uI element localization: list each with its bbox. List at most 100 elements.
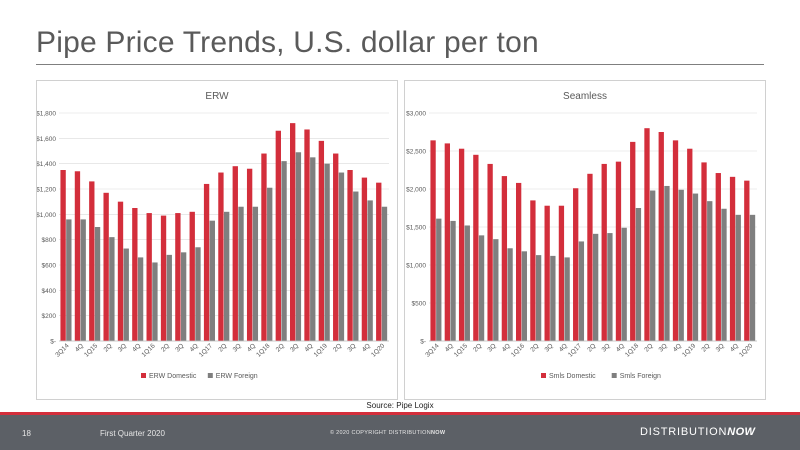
- erw-legend-swatch: [141, 373, 146, 378]
- seamless-x-tick-label: 2Q: [586, 342, 597, 353]
- seamless-y-tick-label: $500: [412, 301, 427, 308]
- seamless-bar-domestic: [501, 176, 508, 341]
- erw-bar-foreign: [152, 262, 158, 341]
- seamless-x-tick-label: 4Q: [615, 342, 626, 353]
- erw-bar-domestic: [103, 192, 109, 341]
- seamless-x-tick-label: 1Q15: [453, 342, 469, 358]
- erw-bar-foreign: [267, 187, 273, 341]
- seamless-chart-svg: Seamless $- $500 $1,000 $1,500 $2,000 $2,500 $3…: [406, 91, 757, 380]
- erw-bar-foreign: [123, 248, 129, 341]
- erw-bar-foreign: [180, 252, 187, 341]
- erw-bar-foreign: [295, 152, 302, 341]
- seamless-x-tick-label: 2Q: [529, 342, 540, 353]
- erw-y-tick-label: $1,800: [37, 111, 56, 118]
- erw-bar-domestic: [318, 140, 325, 341]
- erw-bar-foreign: [381, 206, 388, 341]
- seamless-bar-foreign: [493, 239, 499, 341]
- erw-x-tick-label: 2Q: [103, 342, 114, 353]
- erw-bar-domestic: [146, 213, 152, 341]
- seamless-bar-domestic: [729, 176, 736, 341]
- erw-x-tick-label: 2Q: [275, 342, 286, 353]
- seamless-x-tick-label: 3Q: [601, 342, 612, 353]
- erw-bar-foreign: [238, 206, 244, 341]
- erw-x-tick-label: 1Q18: [255, 342, 271, 358]
- seamless-bar-domestic: [544, 205, 550, 341]
- seamless-bar-domestic: [744, 180, 750, 341]
- seamless-x-tick-label: 4Q: [729, 342, 740, 353]
- erw-bar-foreign: [310, 157, 316, 341]
- erw-bar-foreign: [94, 227, 101, 341]
- erw-bar-domestic: [74, 171, 81, 341]
- seamless-bar-foreign: [578, 241, 585, 341]
- seamless-x-tick-label: 3Q14: [424, 342, 440, 358]
- erw-x-tick-label: 3Q: [346, 342, 357, 353]
- erw-y-tick-label: $600: [42, 263, 57, 270]
- erw-x-tick-label: 1Q20: [370, 342, 386, 358]
- erw-bar-domestic: [347, 170, 353, 341]
- erw-x-tick-label: 4Q: [189, 342, 200, 353]
- seamless-x-tick-label: 2Q: [700, 342, 711, 353]
- seamless-y-tick-label: $1,500: [406, 225, 426, 232]
- erw-x-tick-label: 3Q14: [54, 342, 70, 358]
- seamless-bar-domestic: [658, 132, 664, 341]
- erw-bar-foreign: [367, 200, 373, 341]
- erw-y-tick-label: $1,000: [37, 212, 56, 219]
- erw-x-tick-label: 4Q: [131, 342, 142, 353]
- seamless-bar-foreign: [436, 218, 442, 341]
- seamless-bar-domestic: [687, 148, 693, 341]
- erw-bar-foreign: [195, 247, 201, 341]
- erw-x-tick-label: 3Q: [232, 342, 243, 353]
- erw-x-tick-label: 3Q: [174, 342, 185, 353]
- seamless-bar-foreign: [664, 185, 670, 341]
- seamless-x-tick-label: 1Q20: [738, 342, 754, 358]
- erw-bar-foreign: [166, 254, 172, 341]
- seamless-bar-domestic: [573, 188, 579, 341]
- seamless-bar-foreign: [478, 235, 485, 341]
- seamless-x-tick-label: 3Q: [715, 342, 726, 353]
- seamless-x-tick-label: 3Q: [658, 342, 669, 353]
- erw-bar-foreign: [281, 161, 287, 341]
- seamless-bar-foreign: [535, 255, 542, 341]
- seamless-x-tick-label: 4Q: [444, 342, 455, 353]
- seamless-bar-domestic: [615, 161, 622, 341]
- seamless-bar-foreign: [521, 251, 527, 341]
- erw-bar-domestic: [261, 153, 267, 341]
- erw-y-tick-label: $1,400: [37, 161, 56, 168]
- seamless-bar-domestic: [644, 128, 650, 341]
- erw-chart-svg: ERW $- $200 $400 $600 $800 $1,000 $1,200 $1,400 $…: [37, 91, 389, 380]
- seamless-x-tick-label: 4Q: [501, 342, 512, 353]
- erw-x-tick-label: 4Q: [303, 342, 314, 353]
- seamless-x-tick-label: 1Q16: [510, 342, 526, 358]
- erw-bar-foreign: [80, 219, 86, 341]
- title-divider: [36, 64, 764, 65]
- erw-bar-domestic: [376, 182, 382, 341]
- erw-bar-domestic: [160, 215, 167, 341]
- erw-bar-domestic: [203, 183, 210, 341]
- seamless-bar-domestic: [601, 163, 607, 341]
- seamless-x-tick-label: 1Q17: [567, 342, 583, 358]
- erw-x-tick-label: 1Q19: [313, 342, 329, 358]
- erw-x-tick-label: 1Q16: [140, 342, 156, 358]
- seamless-bar-foreign: [735, 214, 741, 341]
- erw-y-tick-label: $1,600: [37, 136, 56, 143]
- seamless-bar-domestic: [630, 141, 636, 341]
- seamless-legend-swatch: [541, 373, 546, 378]
- seamless-legend-label: Smls Foreign: [620, 373, 661, 380]
- erw-bar-domestic: [218, 172, 224, 341]
- erw-bar-domestic: [333, 153, 339, 341]
- seamless-bar-foreign: [621, 227, 627, 341]
- seamless-bar-foreign: [607, 233, 613, 341]
- seamless-bar-foreign: [721, 208, 727, 341]
- erw-bar-domestic: [132, 208, 138, 341]
- erw-bar-domestic: [361, 177, 368, 341]
- erw-legend-swatch: [207, 373, 213, 378]
- seamless-bar-foreign: [707, 201, 713, 341]
- page-title: Pipe Price Trends, U.S. dollar per ton: [36, 26, 539, 59]
- seamless-bar-foreign: [564, 257, 570, 341]
- company-logo: DISTRIBUTIONNOW: [640, 426, 756, 438]
- seamless-x-tick-label: 3Q: [544, 342, 555, 353]
- seamless-bar-foreign: [507, 248, 513, 341]
- seamless-y-tick-label: $3,000: [406, 111, 426, 118]
- seamless-bar-domestic: [715, 173, 721, 341]
- erw-y-tick-label: $1,200: [37, 187, 56, 194]
